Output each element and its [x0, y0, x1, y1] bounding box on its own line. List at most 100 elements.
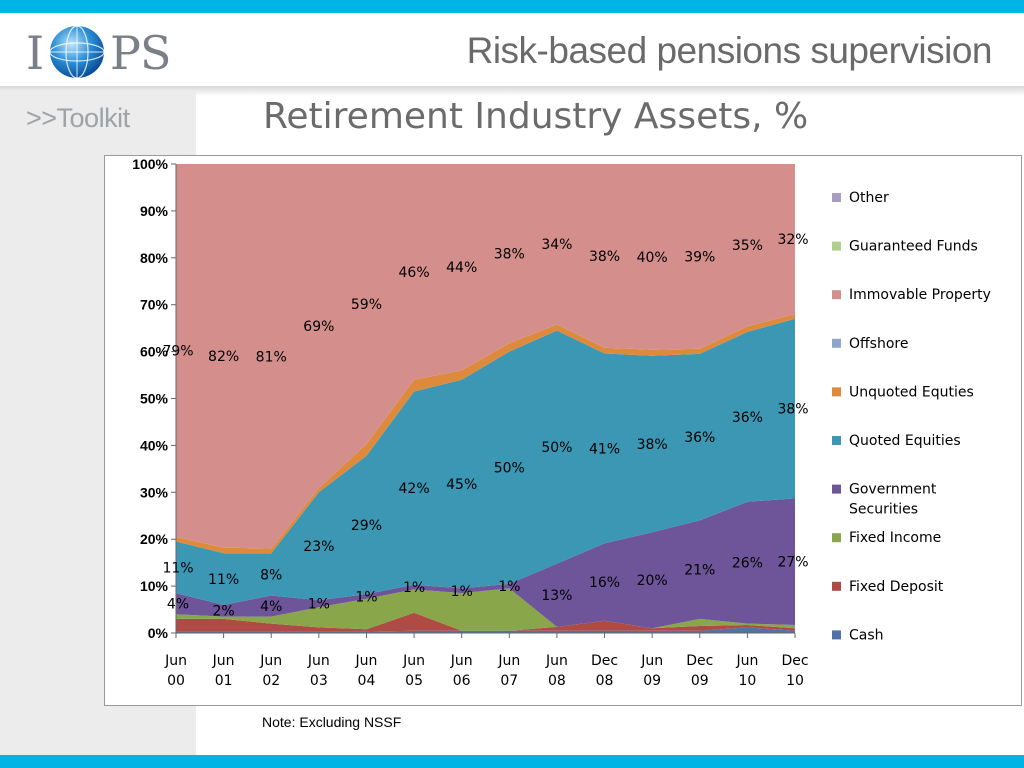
- legend-swatch-government-securities: [832, 484, 841, 494]
- legend-label-immovable-property: Immovable Property: [849, 287, 991, 303]
- data-label: 27%: [777, 555, 808, 571]
- data-label: 20%: [637, 573, 668, 589]
- data-label: 36%: [732, 410, 763, 426]
- area-immovable-property: [176, 164, 795, 549]
- data-label: 39%: [684, 249, 715, 265]
- data-label: 8%: [260, 567, 282, 583]
- x-tick-label-year: 00: [167, 673, 185, 689]
- area-government-securities: [176, 498, 795, 629]
- bottom-accent-bar: [0, 755, 1024, 768]
- slide-title: Retirement Industry Assets, %: [263, 96, 809, 137]
- x-tick-label-year: 10: [786, 673, 804, 689]
- x-tick-label-year: 09: [691, 673, 709, 689]
- legend-label-offshore: Offshore: [849, 336, 908, 352]
- x-tick-label-year: 06: [453, 673, 471, 689]
- data-label: 36%: [684, 430, 715, 446]
- data-label: 1%: [451, 584, 473, 600]
- data-label: 42%: [399, 481, 430, 497]
- y-tick-label: 80%: [140, 250, 169, 266]
- data-label: 50%: [541, 440, 572, 456]
- data-label: 2%: [213, 604, 235, 620]
- legend-swatch-other: [832, 193, 841, 202]
- data-label: 41%: [589, 441, 620, 457]
- area-fixed-deposit: [176, 612, 795, 632]
- x-tick-label-year: 01: [215, 673, 233, 689]
- x-tick-label-month: Jun: [355, 653, 378, 669]
- data-label: 32%: [777, 232, 808, 248]
- x-tick-label-month: Dec: [591, 653, 618, 669]
- data-label: 1%: [308, 597, 330, 613]
- legend-label-fixed-deposit: Fixed Deposit: [849, 579, 944, 595]
- x-tick-label-month: Jun: [640, 653, 663, 669]
- data-label: 79%: [162, 343, 193, 359]
- data-label: 46%: [399, 265, 430, 281]
- x-tick-label-month: Jun: [402, 653, 425, 669]
- legend-swatch-immovable-property: [832, 290, 841, 300]
- legend-swatch-offshore: [832, 338, 841, 348]
- x-tick-label-month: Dec: [686, 653, 713, 669]
- data-label: 38%: [777, 402, 808, 418]
- legend-label-cash: Cash: [849, 627, 884, 643]
- data-label: 40%: [637, 250, 668, 266]
- x-tick-label-year: 04: [358, 673, 376, 689]
- data-label: 13%: [541, 588, 572, 604]
- data-label: 82%: [208, 349, 239, 365]
- header-title: Risk-based pensions supervision: [466, 30, 993, 71]
- x-tick-label-year: 05: [405, 673, 423, 689]
- data-label: 1%: [355, 589, 377, 605]
- y-tick-label: 90%: [140, 203, 169, 219]
- data-label: 16%: [589, 575, 620, 591]
- legend-label-other: Other: [849, 190, 889, 206]
- y-tick-label: 60%: [140, 344, 169, 360]
- data-label: 4%: [260, 599, 282, 615]
- y-tick-label: 100%: [132, 156, 168, 172]
- legend-label-unquoted-equties: Unquoted Equties: [849, 384, 974, 400]
- data-label: 26%: [732, 556, 763, 572]
- logo-letter-i: I: [26, 26, 44, 80]
- data-label: 38%: [589, 249, 620, 265]
- legend-label-government-securities: Government: [849, 482, 937, 498]
- data-label: 50%: [494, 461, 525, 477]
- y-tick-label: 0%: [148, 625, 169, 641]
- y-tick-label: 10%: [140, 578, 169, 594]
- data-label: 1%: [403, 580, 425, 596]
- x-tick-label-year: 03: [310, 673, 328, 689]
- legend-label-government-securities-line2: Securities: [849, 502, 918, 518]
- footnote: Note: Excluding NSSF: [262, 714, 402, 730]
- x-tick-label-month: Jun: [259, 653, 282, 669]
- x-tick-label-month: Jun: [450, 653, 473, 669]
- area-fixed-income: [176, 588, 795, 631]
- data-label: 29%: [351, 518, 382, 534]
- x-tick-label-year: 09: [643, 673, 661, 689]
- globe-icon: [49, 25, 105, 79]
- y-tick-label: 20%: [140, 531, 169, 547]
- legend-swatch-fixed-income: [832, 533, 841, 543]
- stacked-area-chart: 0% 10% 20% 30% 40% 50% 60% 70% 80% 90% 100% Jun 00 Ju…: [132, 156, 991, 689]
- y-tick-label: 70%: [140, 297, 169, 313]
- legend-swatch-unquoted-equties: [832, 387, 841, 397]
- data-label: 44%: [446, 260, 477, 276]
- top-accent-bar: [0, 0, 1024, 13]
- data-label: 1%: [498, 579, 520, 595]
- data-label: 38%: [637, 437, 668, 453]
- chart-frame: 0% 10% 20% 30% 40% 50% 60% 70% 80% 90% 100% Jun 00 Ju…: [104, 155, 1022, 706]
- toolkit-label: >>Toolkit: [26, 103, 130, 133]
- area-quoted-equities: [176, 318, 795, 605]
- x-tick-label-year: 02: [262, 673, 280, 689]
- iops-logo: I PS: [24, 22, 174, 82]
- data-label: 34%: [541, 237, 572, 253]
- y-tick-label: 50%: [140, 391, 169, 407]
- area-unquoted-equties: [176, 314, 795, 554]
- legend-swatch-cash: [832, 630, 841, 640]
- data-label: 45%: [446, 477, 477, 493]
- x-tick-label-month: Jun: [545, 653, 568, 669]
- data-label: 38%: [494, 247, 525, 263]
- legend-swatch-fixed-deposit: [832, 581, 841, 591]
- x-tick-label-year: 10: [738, 673, 756, 689]
- y-tick-label: 30%: [140, 484, 169, 500]
- x-tick-label-year: 08: [548, 673, 566, 689]
- legend-label-quoted-equities: Quoted Equities: [849, 433, 961, 449]
- data-label: 21%: [684, 563, 715, 579]
- data-label: 35%: [732, 238, 763, 254]
- data-label: 4%: [167, 597, 189, 613]
